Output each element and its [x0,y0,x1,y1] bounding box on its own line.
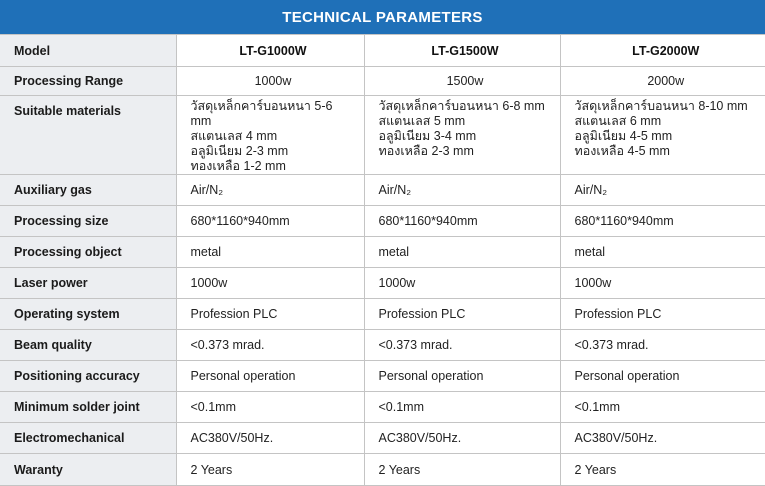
cell-value: AC380V/50Hz. [560,422,765,454]
model-name: LT-G1000W [176,34,365,67]
cell-value: Profession PLC [560,298,765,330]
table-row-suitable-materials: Suitable materials วัสดุเหล็กคาร์บอนหนา … [0,95,765,175]
model-name: LT-G2000W [560,34,765,67]
material-line: อลูมิเนียม 2-3 mm [190,144,289,158]
materials-cell: วัสดุเหล็กคาร์บอนหนา 6-8 mm สแตนเลส 5 mm… [364,95,561,175]
cell-value: 680*1160*940mm [364,205,561,237]
cell-value: Personal operation [560,360,765,392]
cell-value: Profession PLC [364,298,561,330]
model-name: LT-G1500W [364,34,561,67]
cell-value: <0.373 mrad. [176,329,365,361]
row-label: Auxiliary gas [0,174,177,206]
table-row: Processing size 680*1160*940mm 680*1160*94… [0,205,765,237]
table-row: Minimum solder joint <0.1mm <0.1mm <0.1mm [0,391,765,423]
row-label: Model [0,34,177,67]
table-row: Operating system Profession PLC Profession… [0,298,765,330]
material-line: ทองเหลือ 4-5 mm [574,144,670,158]
material-line: วัสดุเหล็กคาร์บอนหนา 6-8 mm [378,99,545,113]
table-row-processing-range: Processing Range 1000w 1500w 2000w [0,66,765,96]
material-line: ทองเหลือ 2-3 mm [378,144,474,158]
table-row: Processing object metal metal metal [0,236,765,268]
row-label: Processing Range [0,66,177,96]
cell-value: Personal operation [364,360,561,392]
table-row-model: Model LT-G1000W LT-G1500W LT-G2000W [0,34,765,67]
material-line: สแตนเลส 6 mm [574,114,662,128]
material-line: อลูมิเนียม 4-5 mm [574,129,673,143]
row-label: Laser power [0,267,177,299]
row-label: Electromechanical [0,422,177,454]
row-label: Beam quality [0,329,177,361]
materials-cell: วัสดุเหล็กคาร์บอนหนา 8-10 mm สแตนเลส 6 m… [560,95,765,175]
row-label: Processing size [0,205,177,237]
table-row: Waranty 2 Years 2 Years 2 Years [0,453,765,486]
cell-value: 1000w [364,267,561,299]
material-line: สแตนเลส 5 mm [378,114,466,128]
table-row: Electromechanical AC380V/50Hz. AC380V/50Hz… [0,422,765,454]
cell-value: metal [364,236,561,268]
cell-value: 2 Years [176,453,365,486]
parameters-table: Model LT-G1000W LT-G1500W LT-G2000W Proc… [0,34,765,486]
cell-value: 1000w [560,267,765,299]
cell-value: metal [560,236,765,268]
row-label: Positioning accuracy [0,360,177,392]
table-row: Beam quality <0.373 mrad. <0.373 mrad. <0.3… [0,329,765,361]
table-title: TECHNICAL PARAMETERS [0,0,765,34]
cell-value: 1500w [364,66,561,96]
material-line: อลูมิเนียม 3-4 mm [378,129,477,143]
cell-value: Personal operation [176,360,365,392]
cell-value: 1000w [176,267,365,299]
cell-value: Profession PLC [176,298,365,330]
row-label: Waranty [0,453,177,486]
row-label: Suitable materials [0,95,177,175]
cell-value: Air/N₂ [364,174,561,206]
cell-value: <0.1mm [560,391,765,423]
cell-value: 1000w [176,66,365,96]
cell-value: AC380V/50Hz. [364,422,561,454]
material-line: สแตนเลส 4 mm [190,129,278,143]
row-label: Minimum solder joint [0,391,177,423]
material-line: วัสดุเหล็กคาร์บอนหนา 5-6 mm [190,99,333,128]
row-label: Operating system [0,298,177,330]
cell-value: AC380V/50Hz. [176,422,365,454]
cell-value: <0.1mm [364,391,561,423]
cell-value: <0.373 mrad. [560,329,765,361]
cell-value: metal [176,236,365,268]
cell-value: 2 Years [364,453,561,486]
materials-cell: วัสดุเหล็กคาร์บอนหนา 5-6 mm สแตนเลส 4 mm… [176,95,365,175]
material-line: ทองเหลือ 1-2 mm [190,159,286,173]
cell-value: 680*1160*940mm [176,205,365,237]
cell-value: Air/N₂ [176,174,365,206]
cell-value: <0.1mm [176,391,365,423]
table-row: Laser power 1000w 1000w 1000w [0,267,765,299]
cell-value: <0.373 mrad. [364,329,561,361]
material-line: วัสดุเหล็กคาร์บอนหนา 8-10 mm [574,99,748,113]
cell-value: 2 Years [560,453,765,486]
table-row: Positioning accuracy Personal operation Pe… [0,360,765,392]
row-label: Processing object [0,236,177,268]
cell-value: 2000w [560,66,765,96]
table-row: Auxiliary gas Air/N₂ Air/N₂ Air/N₂ [0,174,765,206]
cell-value: Air/N₂ [560,174,765,206]
cell-value: 680*1160*940mm [560,205,765,237]
